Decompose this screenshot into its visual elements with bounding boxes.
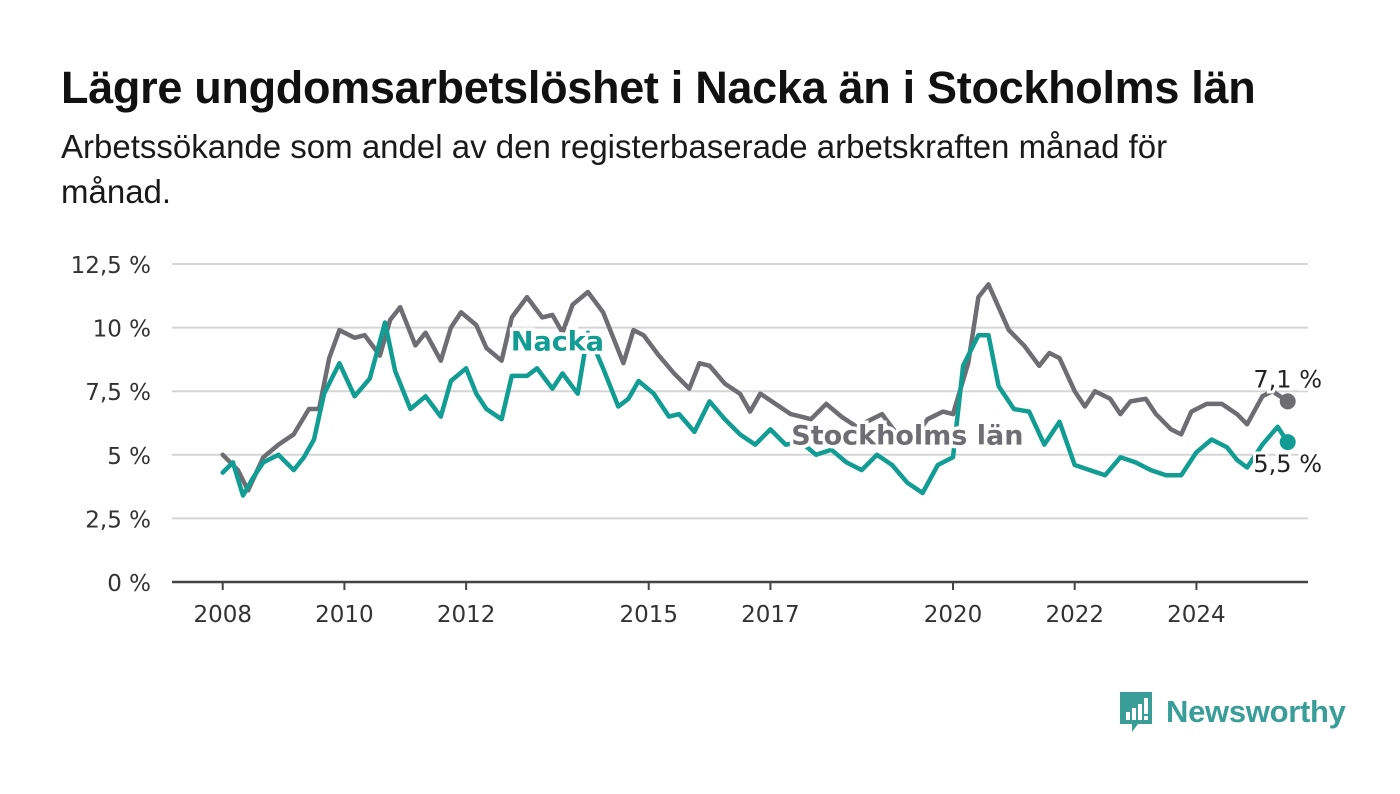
x-tick-label: 2008	[193, 602, 252, 628]
x-tick-label: 2024	[1167, 602, 1226, 628]
y-tick-label: 7,5 %	[85, 380, 151, 406]
series-label-stockholms-lan: Stockholms län	[791, 421, 1023, 452]
y-tick-label: 10 %	[93, 317, 151, 343]
series-end-marker	[1279, 434, 1296, 451]
end-value-label: 7,1 %	[1253, 365, 1322, 393]
series-label-nacka: Nacka	[511, 326, 604, 357]
series-end-marker	[1279, 393, 1296, 410]
x-tick-label: 2020	[924, 602, 983, 628]
series-line-stockholms-lan	[220, 282, 1290, 493]
x-axis-tick-labels: 2008 2010 2012 2015 2017 2020 2022 2024	[193, 582, 1226, 628]
x-tick-label: 2017	[741, 602, 800, 628]
y-axis-tick-labels: 0 % 2,5 % 5 % 7,5 % 10 % 12,5 %	[71, 253, 151, 597]
series-lines	[220, 282, 1296, 498]
x-tick-label: 2012	[437, 602, 496, 628]
bar-chart-speech-bubble-icon	[1120, 692, 1152, 732]
brand-name: Newsworthy	[1166, 694, 1346, 729]
end-value-label: 5,5 %	[1253, 450, 1322, 478]
x-tick-label: 2010	[315, 602, 374, 628]
y-tick-label: 2,5 %	[85, 507, 151, 533]
x-tick-label: 2015	[619, 602, 678, 628]
y-tick-label: 0 %	[107, 571, 151, 597]
newsworthy-logo: Newsworthy	[1118, 689, 1346, 735]
y-tick-label: 5 %	[107, 444, 151, 470]
chart-title: Lägre ungdomsarbetslöshet i Nacka än i S…	[61, 62, 1256, 113]
gridlines	[172, 263, 1308, 584]
y-tick-label: 12,5 %	[71, 253, 151, 279]
x-tick-label: 2022	[1045, 602, 1104, 628]
series-labels: 7,1 % 5,5 % Stockholms län Nacka	[507, 323, 1325, 481]
series-line-nacka	[220, 320, 1290, 498]
chart-subtitle: Arbetssökande som andel av den registerb…	[61, 128, 1168, 210]
